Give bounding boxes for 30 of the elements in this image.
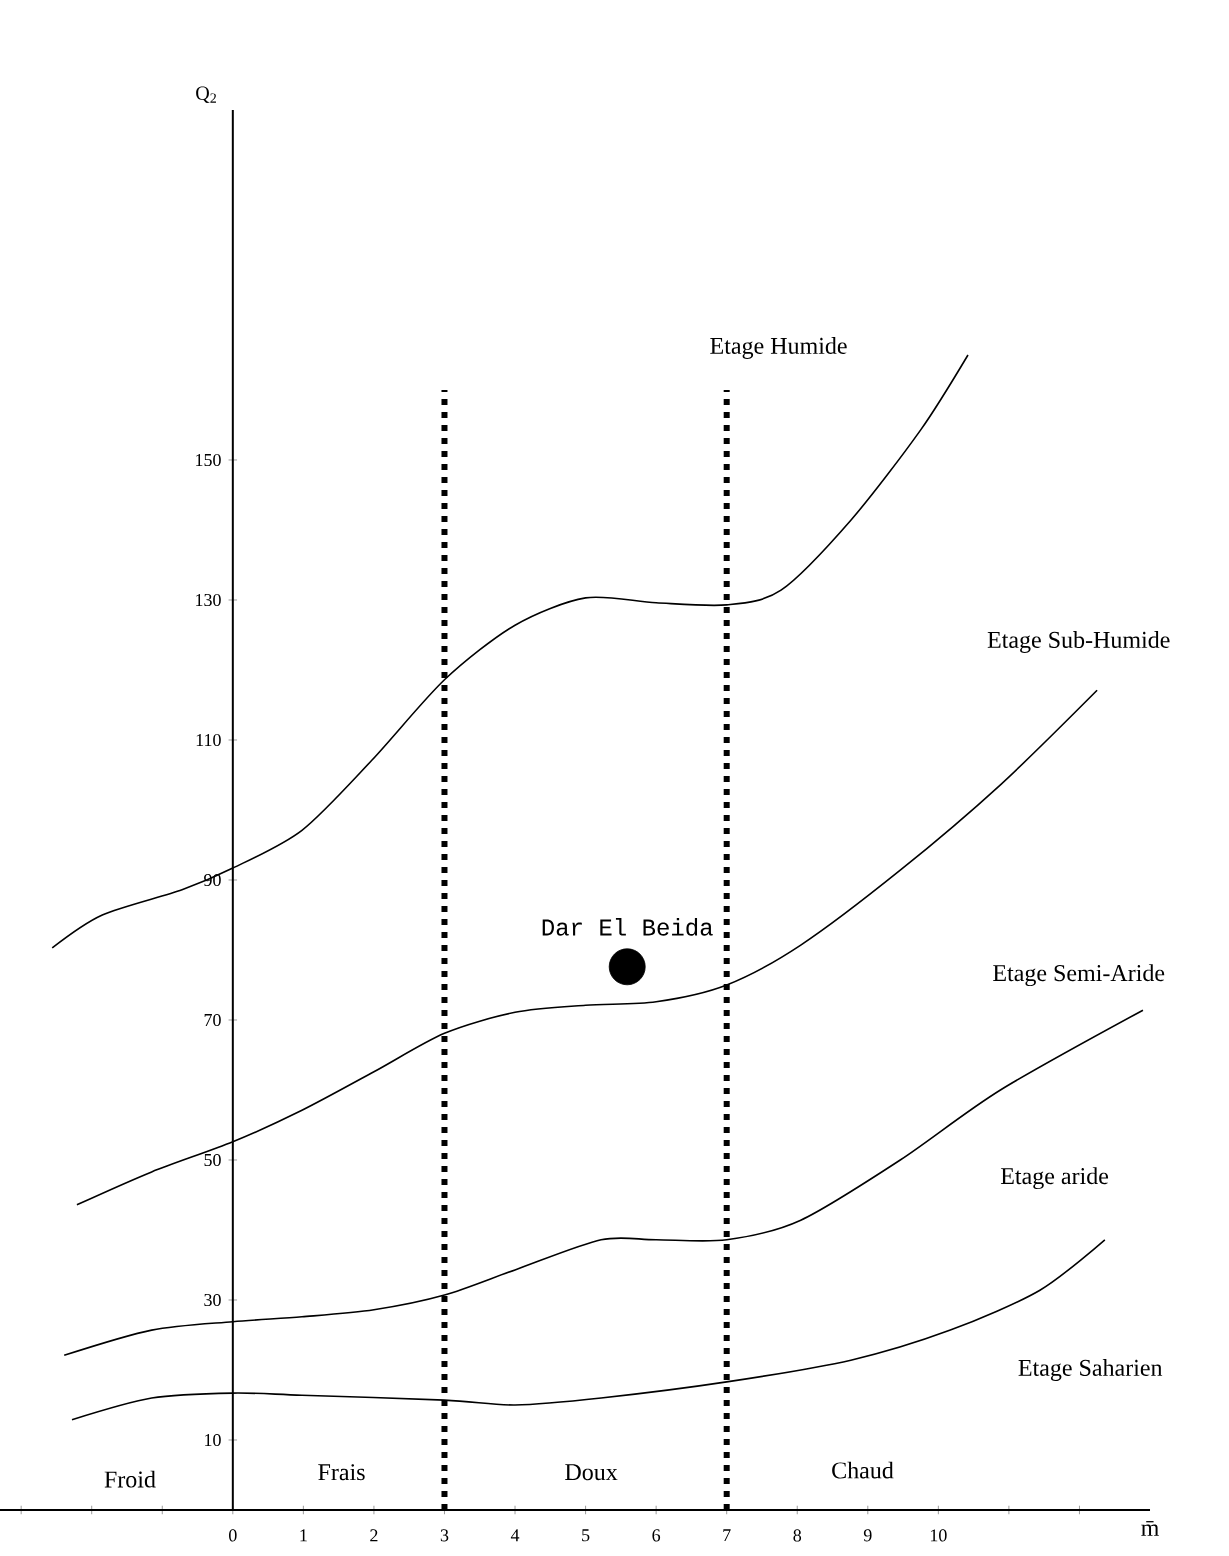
y-tick-label: 130	[196, 593, 221, 607]
y-tick-label: 30	[204, 1293, 221, 1307]
x-tick-label: 0	[229, 1529, 237, 1542]
x-tick-label: 8	[793, 1529, 802, 1542]
annotation: Etage Semi-Aride	[993, 964, 1165, 987]
y-axis-title: Q$_{2}$	[196, 86, 216, 103]
x-tick-label: 10	[930, 1529, 947, 1542]
y-tick-label: 150	[196, 453, 221, 467]
annotation: Etage aride	[1000, 1167, 1109, 1190]
y-tick-label: 70	[204, 1013, 221, 1027]
x-tick-label: 1	[300, 1529, 307, 1542]
x-tick-label: 9	[863, 1529, 872, 1542]
annotation: Chaud	[832, 1461, 894, 1479]
x-tick-label: 6	[652, 1529, 661, 1542]
annotation: Doux	[565, 1464, 618, 1481]
x-axis-title: m̄	[1141, 1521, 1159, 1536]
y-tick-label: 50	[204, 1153, 221, 1167]
x-tick-label: 2	[370, 1529, 378, 1542]
series-label: Dar El Beida	[542, 918, 713, 936]
x-tick-label: 5	[582, 1529, 590, 1542]
annotation: Etage Saharien	[1018, 1359, 1163, 1381]
x-tick-label: 3	[440, 1529, 449, 1542]
annotation: Etage Sub-Humide	[987, 631, 1170, 653]
annotation: Etage Humide	[710, 337, 847, 359]
annotation: Frais	[318, 1464, 365, 1481]
x-tick-label: 7	[723, 1529, 731, 1542]
y-tick-label: 10	[205, 1433, 221, 1447]
y-tick-label: 110	[196, 733, 221, 747]
annotation: Froid	[104, 1470, 156, 1488]
x-tick-label: 4	[510, 1529, 520, 1542]
